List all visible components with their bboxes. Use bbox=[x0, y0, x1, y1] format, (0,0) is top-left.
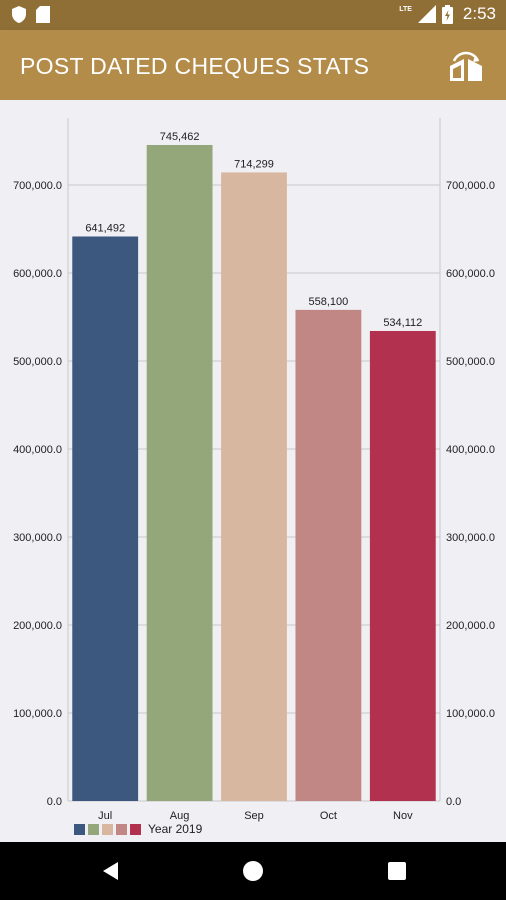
status-bar: LTE 2:53 bbox=[0, 0, 506, 30]
bar-value-label: 641,492 bbox=[85, 222, 125, 234]
bar-value-label: 534,112 bbox=[383, 317, 422, 329]
x-tick-label: Jul bbox=[98, 810, 112, 822]
legend-swatch bbox=[74, 823, 85, 835]
y-tick-label-right: 0.0 bbox=[446, 796, 461, 808]
y-tick-label-right: 500,000.0 bbox=[446, 356, 495, 368]
bar bbox=[369, 330, 436, 801]
y-tick-label-left: 600,000.0 bbox=[13, 268, 62, 280]
battery-icon bbox=[441, 4, 453, 24]
page-title: POST DATED CHEQUES STATS bbox=[20, 53, 370, 79]
swap-chart-icon[interactable] bbox=[448, 47, 484, 83]
y-tick-label-right: 400,000.0 bbox=[446, 444, 495, 456]
bar-value-label: 745,462 bbox=[160, 131, 200, 143]
legend-swatch bbox=[88, 823, 99, 835]
y-tick-label-left: 300,000.0 bbox=[13, 532, 62, 544]
x-tick-label: Oct bbox=[320, 810, 337, 822]
legend-label: Year 2019 bbox=[148, 822, 203, 836]
legend: Year 2019 bbox=[74, 822, 202, 836]
network-type-label: LTE bbox=[399, 5, 412, 13]
y-tick-label-right: 700,000.0 bbox=[446, 180, 495, 192]
nav-bar bbox=[0, 842, 506, 900]
home-icon[interactable] bbox=[241, 859, 265, 883]
legend-swatch bbox=[116, 823, 127, 835]
signal-icon bbox=[417, 5, 436, 23]
bar bbox=[221, 172, 287, 801]
x-tick-label: Nov bbox=[393, 810, 413, 822]
y-tick-label-right: 300,000.0 bbox=[446, 532, 495, 544]
x-tick-label: Aug bbox=[170, 810, 190, 822]
y-tick-label-left: 100,000.0 bbox=[13, 708, 62, 720]
legend-swatch bbox=[130, 823, 141, 835]
bar-value-label: 558,100 bbox=[309, 296, 349, 308]
bar bbox=[295, 309, 362, 801]
bar bbox=[146, 144, 213, 802]
back-icon[interactable] bbox=[99, 859, 123, 883]
chart-area: 0.0 0.0 100,000.0 100,000.0 200,000.0 200,000… bbox=[0, 100, 506, 842]
y-tick-label-left: 700,000.0 bbox=[13, 180, 62, 192]
y-tick-label-right: 600,000.0 bbox=[446, 268, 495, 280]
app-bar: POST DATED CHEQUES STATS bbox=[0, 30, 506, 100]
y-tick-label-left: 0.0 bbox=[47, 796, 62, 808]
bar-value-label: 714,299 bbox=[234, 158, 274, 170]
y-tick-label-left: 500,000.0 bbox=[13, 356, 62, 368]
recents-icon[interactable] bbox=[385, 859, 409, 883]
y-tick-label-left: 400,000.0 bbox=[13, 444, 62, 456]
y-tick-label-left: 200,000.0 bbox=[13, 620, 62, 632]
y-tick-label-right: 200,000.0 bbox=[446, 620, 495, 632]
legend-swatch bbox=[102, 823, 113, 835]
y-tick-label-right: 100,000.0 bbox=[446, 708, 495, 720]
legend-swatches bbox=[74, 823, 141, 835]
bar-chart: 0.0 0.0 100,000.0 100,000.0 200,000.0 200,000… bbox=[13, 118, 495, 822]
sim-card-icon bbox=[36, 6, 50, 23]
bar bbox=[72, 236, 139, 801]
shield-icon bbox=[12, 6, 26, 23]
x-tick-label: Sep bbox=[244, 810, 264, 822]
status-time: 2:53 bbox=[462, 4, 496, 23]
